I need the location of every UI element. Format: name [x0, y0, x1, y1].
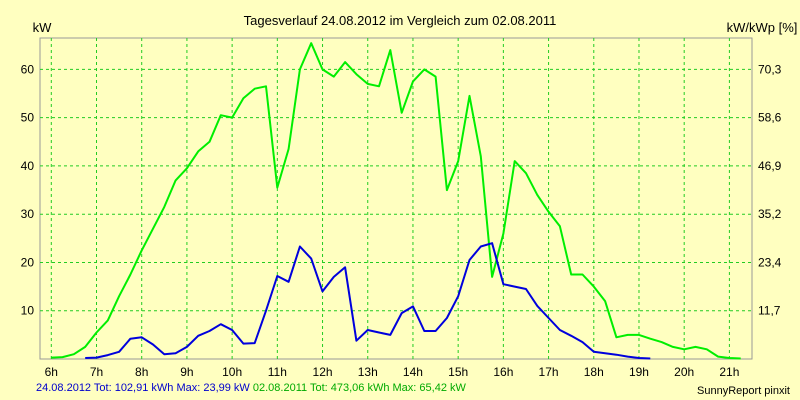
y-axis-left-label: kW	[33, 20, 53, 35]
x-tick-label: 8h	[135, 365, 148, 379]
y-tick-label: 50	[21, 111, 35, 125]
x-tick-label: 7h	[90, 365, 103, 379]
x-tick-label: 11h	[268, 365, 287, 379]
y-right-tick-label: 23,4	[758, 255, 782, 269]
x-tick-label: 6h	[45, 365, 58, 379]
x-tick-label: 16h	[493, 365, 513, 379]
footer-summary: 24.08.2012 Tot: 102,91 kWh Max: 23,99 kW…	[36, 382, 466, 394]
x-tick-label: 12h	[313, 365, 333, 379]
y-right-tick-label: 70,3	[758, 62, 782, 76]
x-tick-label: 21h	[719, 365, 739, 379]
legend-series-1: 24.08.2012 Tot: 102,91 kWh Max: 23,99 kW	[36, 382, 250, 394]
series-line-1	[85, 242, 651, 360]
credit-text: SunnyReport pinxit	[697, 385, 790, 397]
chart-title: Tagesverlauf 24.08.2012 im Vergleich zum…	[244, 13, 557, 28]
y-tick-label: 60	[21, 62, 35, 76]
plot-area: 10 11,7 20 23,4 30 35,2 40 46,9 50 58,6 60 70,3 6h 7h…	[21, 37, 782, 379]
x-tick-label: 19h	[629, 365, 649, 379]
x-tick-label: 10h	[222, 365, 242, 379]
x-tick-label: 13h	[358, 365, 378, 379]
series-line-2	[51, 42, 741, 360]
x-tick-label: 17h	[539, 365, 559, 379]
y-axis-right-label: kW/kWp [%]	[727, 20, 798, 35]
y-tick-label: 30	[21, 207, 35, 221]
legend-series-2: 02.08.2011 Tot: 473,06 kWh Max: 65,42 kW	[252, 382, 466, 394]
y-tick-label: 40	[21, 159, 35, 173]
x-tick-label: 20h	[674, 365, 694, 379]
plot-frame	[39, 37, 753, 360]
y-right-tick-label: 11,7	[758, 304, 781, 318]
y-right-tick-label: 35,2	[758, 207, 782, 221]
y-tick-label: 20	[21, 255, 35, 269]
x-tick-label: 18h	[584, 365, 604, 379]
x-tick-label: 9h	[180, 365, 193, 379]
y-tick-label: 10	[21, 304, 35, 318]
x-tick-label: 15h	[448, 365, 468, 379]
y-right-tick-label: 58,6	[758, 111, 782, 125]
y-right-tick-label: 46,9	[758, 159, 782, 173]
x-tick-label: 14h	[403, 365, 423, 379]
